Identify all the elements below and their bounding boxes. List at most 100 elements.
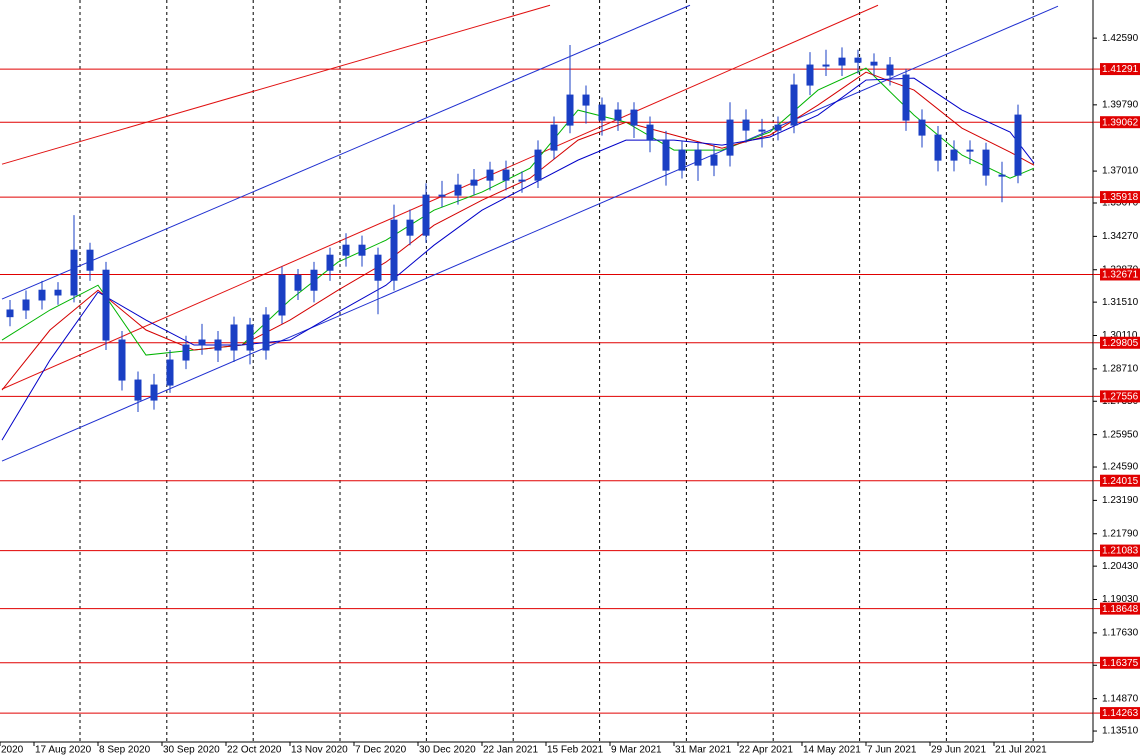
x-tick-label: 22 Jan 2021 [483,745,538,756]
candle-body [358,244,366,256]
level-label: 1.21083 [1102,546,1139,557]
candle-body [262,314,270,351]
y-tick-label: 1.19030 [1102,594,1139,605]
candle-body [678,149,686,171]
y-tick-label: 1.17630 [1102,628,1139,639]
candle-body [742,119,750,131]
candle-body [374,254,382,281]
level-label: 1.18648 [1102,604,1139,615]
level-label: 1.32671 [1102,270,1139,281]
level-label-box [1100,336,1140,349]
y-tick-label: 1.23190 [1102,495,1139,506]
candle-body [806,64,814,86]
candle-body [86,249,94,271]
candle-body [822,64,830,67]
y-tick-label: 1.28710 [1102,363,1139,374]
level-label-box [1100,474,1140,487]
x-tick-label: 14 May 2021 [803,745,861,756]
level-label: 1.41291 [1102,64,1139,75]
candle-body [790,84,798,126]
candle-body [22,299,30,311]
level-label-box [1100,268,1140,281]
level-label: 1.35918 [1102,192,1139,203]
candle-body [6,309,14,318]
candle-body [1014,114,1022,176]
x-tick-label: 8 Sep 2020 [99,745,151,756]
level-label-box [1100,390,1140,403]
candle-body [518,179,526,182]
candle-body [582,94,590,106]
candle-body [38,289,46,301]
y-tick-label: 1.39790 [1102,99,1139,110]
candle-body [870,61,878,66]
candle-body [438,194,446,197]
x-tick-label: 21 Jul 2021 [995,745,1047,756]
candle-body [726,119,734,156]
candle-body [982,149,990,176]
candle-body [838,57,846,66]
candle-body [54,289,62,296]
y-tick-label: 1.34270 [1102,231,1139,242]
y-tick-label: 1.37010 [1102,166,1139,177]
candle-body [310,269,318,291]
y-tick-label: 1.25950 [1102,429,1139,440]
y-tick-label: 1.30110 [1102,330,1138,341]
y-tick-label: 1.14870 [1102,693,1139,704]
y-tick-label: 1.35670 [1102,198,1139,209]
candle-body [470,179,478,186]
candle-body [614,109,622,121]
moving-average-line [1,77,1035,441]
x-tick-label: 15 Feb 2021 [547,745,604,756]
x-tick-label: 17 Aug 2020 [35,745,92,756]
candle-body [758,129,766,132]
level-label: 1.39062 [1102,117,1139,128]
candle-body [70,249,78,296]
x-tick-label: 9 Mar 2021 [611,745,662,756]
candle-body [118,339,126,381]
candle-body [966,149,974,152]
candle-body [150,384,158,401]
candle-body [710,154,718,166]
x-tick-label: 22 Oct 2020 [227,745,282,756]
y-tick-label: 1.24590 [1102,462,1139,473]
candle-body [902,74,910,121]
candle-body [566,94,574,126]
y-tick-label: 1.20430 [1102,561,1139,572]
candle-body [342,244,350,256]
level-label-box [1100,116,1140,129]
candle-body [886,64,894,76]
candle-body [390,219,398,281]
candle-body [662,139,670,171]
x-tick-label: 13 Nov 2020 [291,745,348,756]
candle-body [326,254,334,271]
moving-average-line [1,71,1035,391]
candle-body [998,174,1006,177]
x-tick-label: 31 Mar 2021 [675,745,732,756]
candle-body [534,149,542,181]
level-label-box [1100,191,1140,204]
candle-body [422,194,430,236]
candle-body [198,339,206,346]
x-tick-label: 29 Jun 2021 [931,745,986,756]
candle-body [694,149,702,166]
candle-body [598,104,606,121]
candle-body [646,124,654,141]
candle-body [630,109,638,126]
moving-average-line [1,67,1035,356]
level-label-box [1100,707,1140,720]
level-label: 1.27556 [1102,391,1139,402]
level-label: 1.29805 [1102,338,1139,349]
candle-body [182,344,190,361]
candle-body [550,124,558,151]
candle-body [406,219,414,236]
candle-body [454,184,462,196]
candle-body [230,324,238,351]
trend-line [1,4,879,390]
level-label-box [1100,602,1140,615]
plot-area [0,0,1093,742]
y-tick-label: 1.31510 [1102,297,1139,308]
level-label-box [1100,656,1140,669]
candle-body [294,274,302,291]
y-tick-label: 1.42590 [1102,33,1139,44]
